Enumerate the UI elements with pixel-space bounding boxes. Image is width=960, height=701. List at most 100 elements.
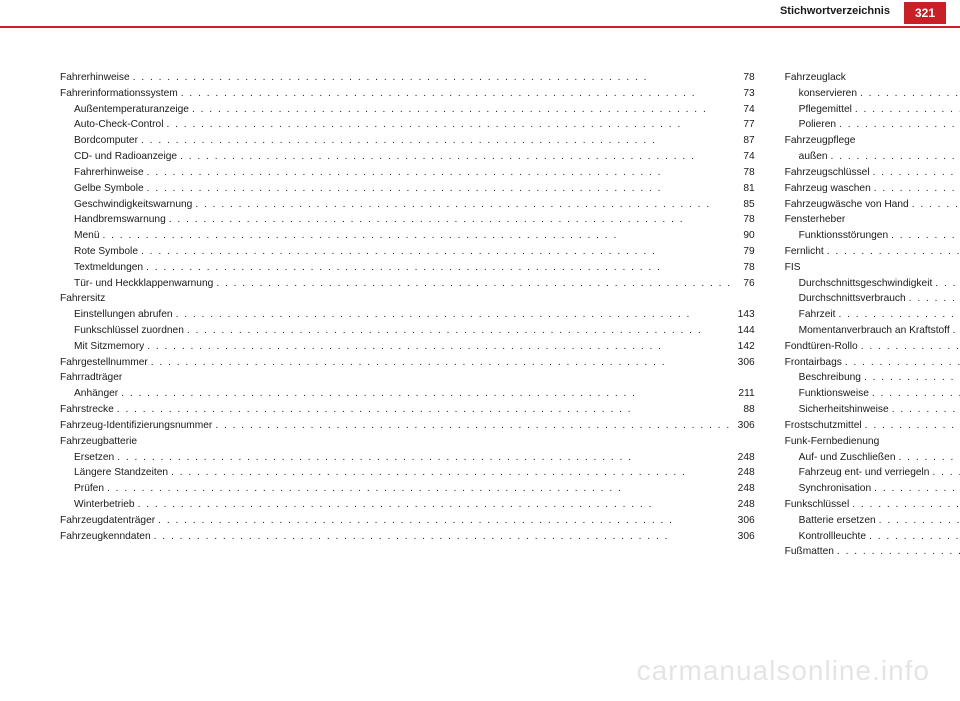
index-entry-label: Funktionsstörungen: [785, 228, 888, 244]
leader-dots: [107, 481, 731, 497]
leader-dots: [102, 228, 736, 244]
index-entry: Geschwindigkeitswarnung 85: [60, 197, 755, 213]
watermark: carmanualsonline.info: [637, 655, 930, 687]
index-entry-label: Frostschutzmittel: [785, 418, 862, 434]
index-entry-label: Frontairbags: [785, 355, 842, 371]
index-entry-label: Fahrerhinweise: [60, 165, 144, 181]
index-entry-label: Fernlicht: [785, 244, 824, 260]
index-entry-page: 248: [734, 481, 755, 497]
index-entry: Fahrzeugschlüssel99: [785, 165, 960, 181]
index-entry-label: Textmeldungen: [60, 260, 143, 276]
index-entry-label: Winterbetrieb: [60, 497, 135, 513]
index-entry: Fahrzeugkenndaten306: [60, 529, 755, 545]
index-entry-label: Momentanverbrauch an Kraftstoff: [785, 323, 950, 339]
leader-dots: [195, 197, 736, 213]
index-entry-page: 85: [739, 197, 754, 213]
index-entry: Batterie ersetzen100: [785, 513, 960, 529]
index-entry: Fahrerhinweise78: [60, 70, 755, 86]
index-entry-page: 142: [734, 339, 755, 355]
leader-dots: [117, 450, 730, 466]
index-entry: Funk-Fernbedienung: [785, 434, 960, 450]
index-entry-page: 76: [739, 276, 754, 292]
index-entry: Funktionsweise36: [785, 386, 960, 402]
index-entry-label: Fahrzeugwäsche von Hand: [785, 197, 909, 213]
index-entry-label: Fahrradträger: [60, 370, 122, 386]
index-entry: Tür- und Heckklappenwarnung 76: [60, 276, 755, 292]
index-entry: konservieren223: [785, 86, 960, 102]
header-title: Stichwortverzeichnis: [780, 5, 890, 17]
leader-dots: [147, 165, 737, 181]
leader-dots: [879, 513, 960, 529]
index-entry: Funktionsstörungen115: [785, 228, 960, 244]
leader-dots: [872, 386, 960, 402]
index-entry-label: Rote Symbole: [60, 244, 138, 260]
index-entry-label: Auf- und Zuschließen: [785, 450, 896, 466]
index-entry-page: 77: [739, 117, 754, 133]
leader-dots: [912, 197, 960, 213]
index-entry: Sicherheitshinweise38: [785, 402, 960, 418]
index-entry-label: Anhänger: [60, 386, 118, 402]
leader-dots: [831, 149, 960, 165]
index-entry-label: konservieren: [785, 86, 857, 102]
index-entry: Beschreibung35: [785, 370, 960, 386]
leader-dots: [215, 418, 730, 434]
leader-dots: [852, 497, 960, 513]
index-entry-label: Sicherheitshinweise: [785, 402, 889, 418]
leader-dots: [169, 212, 737, 228]
index-entry-page: 211: [734, 386, 754, 402]
leader-dots: [192, 102, 736, 118]
index-entry-label: Geschwindigkeitswarnung: [60, 197, 192, 213]
index-entry-label: Durchschnittsgeschwindigkeit: [785, 276, 933, 292]
index-entry-label: Fensterheber: [785, 212, 846, 228]
index-entry-page: 74: [739, 149, 754, 165]
index-entry-page: 306: [734, 513, 755, 529]
index-entry-label: Einstellungen abrufen: [60, 307, 173, 323]
index-entry: Frontairbags35: [785, 355, 960, 371]
header-divider: [0, 26, 960, 28]
index-entry: Menü90: [60, 228, 755, 244]
index-entry-page: 248: [734, 450, 755, 466]
index-entry: Winterbetrieb248: [60, 497, 755, 513]
leader-dots: [899, 450, 960, 466]
index-entry: Fahrzeugpflege: [785, 133, 960, 149]
index-entry-label: Fahrerinformationssystem: [60, 86, 178, 102]
index-entry-label: Beschreibung: [785, 370, 861, 386]
index-entry: Außentemperaturanzeige 74: [60, 102, 755, 118]
index-entry: Prüfen248: [60, 481, 755, 497]
index-entry-label: Fußmatten: [785, 544, 834, 560]
index-entry-label: CD- und Radioanzeige: [60, 149, 177, 165]
index-entry-label: Auto-Check-Control: [60, 117, 163, 133]
index-entry-label: Fahrzeug-Identifizierungsnummer: [60, 418, 212, 434]
index-entry-page: 81: [739, 181, 754, 197]
index-entry: Fondtüren-Rollo131: [785, 339, 960, 355]
index-entry: Fensterheber: [785, 212, 960, 228]
index-entry-page: 306: [734, 418, 755, 434]
index-column-2: Fahrzeuglackkonservieren223Pflegemittel2…: [785, 70, 960, 611]
leader-dots: [845, 355, 960, 371]
index-entry: Durchschnittsgeschwindigkeit88: [785, 276, 960, 292]
index-entry: Einstellungen abrufen143: [60, 307, 755, 323]
leader-dots: [121, 386, 731, 402]
leader-dots: [216, 276, 736, 292]
leader-dots: [147, 339, 730, 355]
index-entry-label: Fahrzeugschlüssel: [785, 165, 870, 181]
index-entry: Auto-Check-Control 77: [60, 117, 755, 133]
leader-dots: [874, 481, 960, 497]
index-entry: außen221: [785, 149, 960, 165]
index-entry-label: Gelbe Symbole: [60, 181, 144, 197]
index-entry-label: FIS: [785, 260, 801, 276]
index-entry: Synchronisation110: [785, 481, 960, 497]
index-entry: Frostschutzmittel241: [785, 418, 960, 434]
index-entry-label: Tür- und Heckklappenwarnung: [60, 276, 213, 292]
index-column-1: Fahrerhinweise78Fahrerinformationssystem…: [60, 70, 755, 611]
index-entry: Mit Sitzmemory142: [60, 339, 755, 355]
index-entry-page: 74: [739, 102, 754, 118]
leader-dots: [855, 102, 960, 118]
leader-dots: [166, 117, 736, 133]
index-columns: Fahrerhinweise78Fahrerinformationssystem…: [60, 70, 920, 611]
leader-dots: [117, 402, 737, 418]
leader-dots: [909, 291, 960, 307]
index-entry: Fahrradträger: [60, 370, 755, 386]
index-entry-label: Außentemperaturanzeige: [60, 102, 189, 118]
leader-dots: [891, 228, 960, 244]
